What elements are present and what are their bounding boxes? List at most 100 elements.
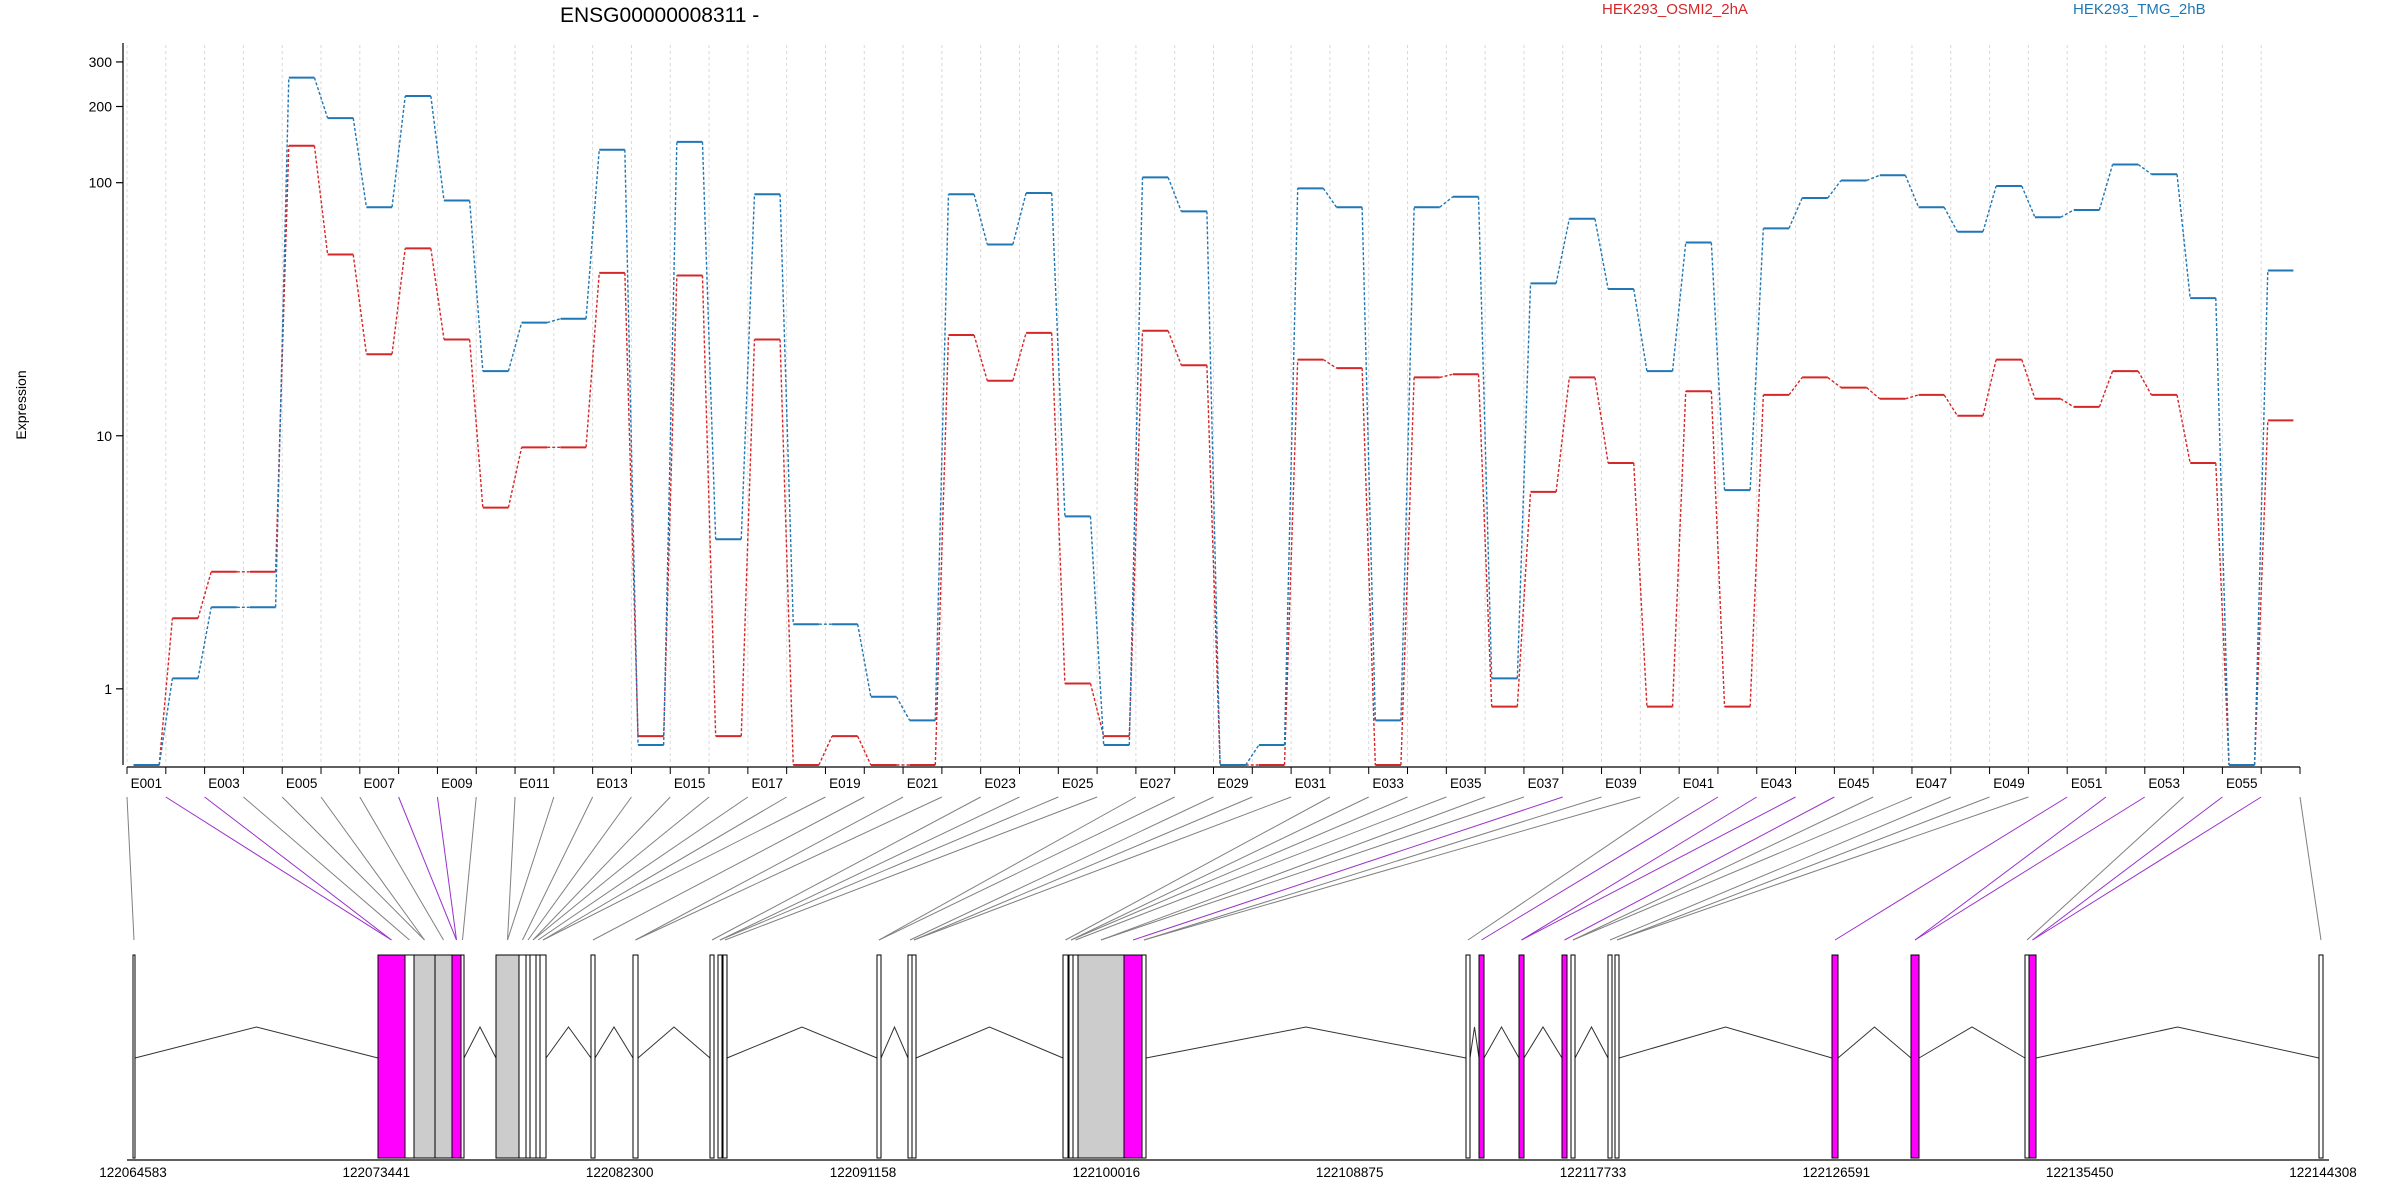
exon-block — [1478, 954, 1485, 1159]
exon-label: E001 — [131, 776, 163, 791]
exon-label: E003 — [208, 776, 240, 791]
y-tick-label: 200 — [89, 99, 113, 115]
exon-block — [709, 954, 715, 1159]
exon-block — [2028, 954, 2037, 1159]
connector — [592, 796, 865, 941]
vertical-grid — [126, 45, 2262, 765]
exon-block — [535, 954, 541, 1159]
connector — [711, 796, 981, 941]
connector — [359, 796, 444, 941]
coordinate-axis: 122064583 122073441 122082300 122091158 1221… — [99, 1159, 2357, 1180]
coord-tick-label: 122126591 — [1803, 1165, 1871, 1180]
exon-label: E025 — [1062, 776, 1094, 791]
coord-tick-label: 122144308 — [2289, 1165, 2357, 1180]
exon-label: E021 — [907, 776, 939, 791]
connector — [507, 796, 516, 941]
connector — [1914, 796, 2146, 941]
connector — [635, 796, 943, 941]
intron — [1469, 1026, 1480, 1059]
x-axis: E001 E003 E005 E007 E009 E011 E013 E015 E017 E019… — [126, 766, 2301, 791]
exon-label: E027 — [1140, 776, 1172, 791]
intron — [1918, 1026, 2026, 1059]
exon-block — [1465, 954, 1471, 1159]
connector — [532, 796, 710, 941]
exon-block — [2024, 954, 2030, 1159]
exon-label: E043 — [1760, 776, 1792, 791]
connector — [320, 796, 425, 941]
connector — [909, 796, 1214, 941]
connector — [507, 796, 555, 941]
y-tick-label: 300 — [89, 54, 113, 70]
connector — [878, 796, 1175, 941]
connector — [281, 796, 425, 941]
exon-label: E013 — [596, 776, 628, 791]
exon-label: E047 — [1916, 776, 1948, 791]
connector — [1132, 796, 1563, 941]
exon-label: E055 — [2226, 776, 2258, 791]
exon-label: E053 — [2148, 776, 2180, 791]
exon-label: E015 — [674, 776, 706, 791]
exon-block — [539, 954, 547, 1159]
connector — [243, 796, 410, 941]
exon-label: E023 — [984, 776, 1016, 791]
legend-entry-tmg: HEK293_TMG_2hB — [2073, 1, 2206, 18]
connector — [1481, 796, 1719, 941]
connector — [719, 796, 1059, 941]
exon-block — [1141, 954, 1147, 1159]
chart-title: ENSG00000008311 - — [560, 4, 759, 27]
connector — [532, 796, 671, 941]
intron — [637, 1026, 711, 1059]
exon-block — [434, 954, 453, 1159]
connector — [913, 796, 1292, 941]
connector — [126, 796, 135, 941]
intron — [1574, 1025, 1609, 1059]
exon-block — [404, 954, 415, 1159]
exon-block — [1607, 954, 1613, 1159]
connector — [1100, 796, 1486, 941]
connector — [1143, 796, 1602, 941]
connector — [1914, 796, 2107, 941]
connector — [542, 796, 787, 941]
exon-label: E041 — [1683, 776, 1715, 791]
exon-label: E033 — [1372, 776, 1404, 791]
exon-label: E017 — [751, 776, 783, 791]
connector — [2026, 796, 2184, 941]
connector — [1609, 796, 1951, 941]
connector — [1834, 796, 2068, 941]
connector — [2299, 796, 2322, 941]
exon-block — [1068, 954, 1074, 1159]
coord-tick-label: 122064583 — [99, 1165, 167, 1180]
intron — [545, 1026, 592, 1059]
connector — [398, 796, 457, 941]
exon-block — [876, 954, 882, 1159]
y-axis: 1 10 100 200 300 — [89, 43, 124, 765]
exon-block — [460, 954, 465, 1159]
connector — [878, 796, 1137, 941]
exon-block — [529, 954, 537, 1159]
series-tmg — [133, 78, 2294, 765]
connector — [1564, 796, 1835, 941]
exon-block — [525, 954, 531, 1159]
intron — [1483, 1025, 1520, 1059]
exon-label: E039 — [1605, 776, 1637, 791]
connector — [1075, 796, 1447, 941]
intron — [915, 1026, 1064, 1059]
exon-block — [1614, 954, 1620, 1159]
series-line — [159, 78, 2293, 765]
coord-tick-label: 122073441 — [343, 1165, 411, 1180]
exon-label: E009 — [441, 776, 473, 791]
intron — [463, 1025, 497, 1059]
legend-entry-osmi2: HEK293_OSMI2_2hA — [1602, 1, 1748, 18]
series-line — [159, 146, 2293, 765]
exon-block — [722, 954, 728, 1159]
connector — [719, 796, 1020, 941]
coord-tick-label: 122100016 — [1073, 1165, 1141, 1180]
exon-block — [1072, 954, 1079, 1159]
connector — [165, 796, 392, 941]
exon-block — [1518, 954, 1525, 1159]
y-tick-label: 10 — [96, 428, 112, 444]
exon-label: E007 — [363, 776, 395, 791]
exon-label: E019 — [829, 776, 861, 791]
coord-tick-label: 122117733 — [1560, 1165, 1627, 1180]
